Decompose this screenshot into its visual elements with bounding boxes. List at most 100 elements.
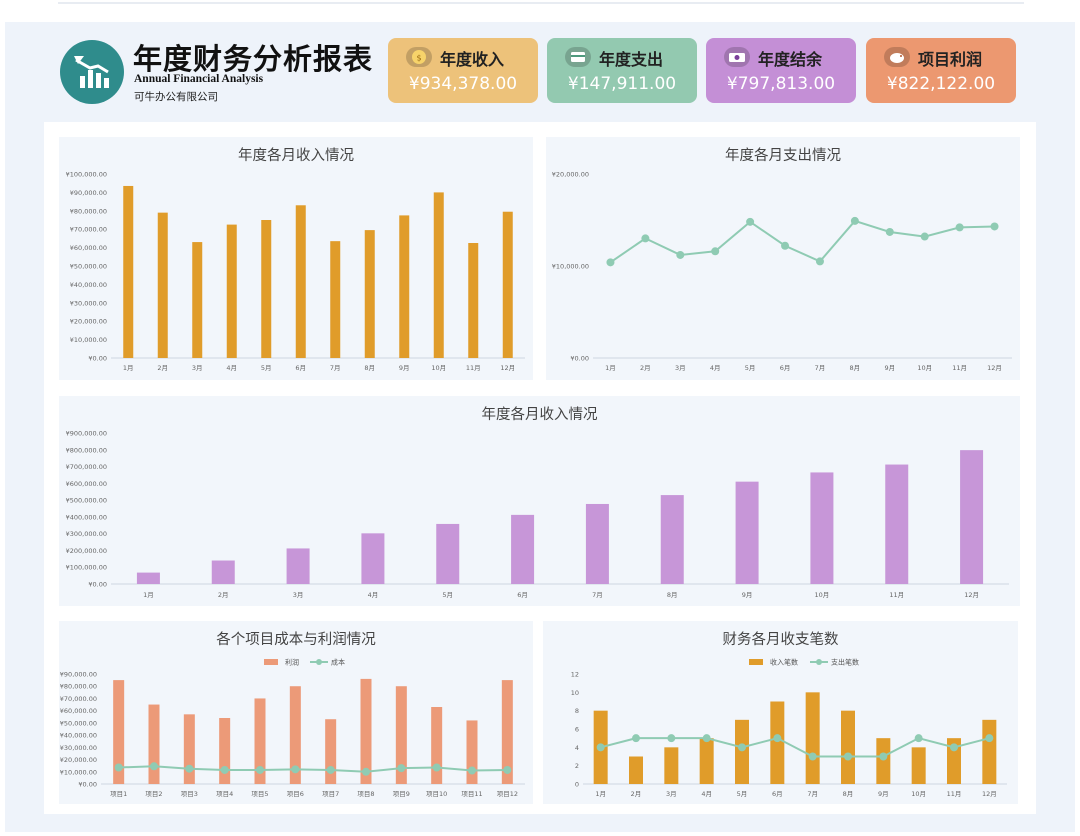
x-tick-label: 项目6 <box>287 790 304 798</box>
x-tick-label: 5月 <box>737 790 748 798</box>
series-line <box>600 737 990 758</box>
line-point <box>596 743 605 752</box>
kpi-value: ¥934,378.00 <box>408 74 518 94</box>
series-line <box>609 219 995 264</box>
bar <box>254 698 266 784</box>
project-cost-profit-panel: 各个项目成本与利润情况 ¥0.00 ¥10,000.00 ¥20,000.00 ¥30… <box>59 621 533 804</box>
line-point <box>632 734 640 743</box>
y-tick-label: ¥900,000.00 <box>66 430 107 438</box>
y-tick-label: ¥700,000.00 <box>66 463 107 471</box>
y-tick-label: ¥600,000.00 <box>66 480 107 488</box>
x-tick-label: 3月 <box>675 364 686 372</box>
line-point <box>985 734 994 743</box>
kpi-card-balance: 年度结余 ¥797,813.00 <box>706 38 856 103</box>
page-title: 年度财务分析报表 <box>133 42 374 76</box>
bar <box>770 701 785 784</box>
x-tick-label: 6月 <box>517 591 528 599</box>
y-tick-label: ¥80,000.00 <box>60 683 97 691</box>
logo <box>60 40 124 104</box>
y-tick-label: ¥40,000.00 <box>60 732 97 740</box>
line-point <box>291 765 300 774</box>
bar <box>148 704 160 784</box>
line-point <box>641 234 650 243</box>
x-tick-label: 12月 <box>982 790 997 798</box>
y-tick-label: ¥20,000.00 <box>60 756 97 764</box>
x-tick-label: 项目10 <box>426 790 447 798</box>
line-point <box>220 765 229 774</box>
bar <box>876 738 891 784</box>
bar <box>502 211 513 358</box>
line-point <box>503 765 512 774</box>
x-tick-label: 12月 <box>987 364 1002 372</box>
chart-title: 年度各月收入情况 <box>238 148 354 164</box>
x-tick-label: 7月 <box>592 591 603 599</box>
card-icon <box>565 47 591 67</box>
y-tick-label: ¥50,000.00 <box>70 263 107 271</box>
x-tick-label: 3月 <box>666 790 677 798</box>
y-tick-label: ¥60,000.00 <box>70 244 107 252</box>
kpi-label: 年度结余 <box>758 50 823 69</box>
bar <box>226 224 237 358</box>
line-point <box>362 767 370 776</box>
x-tick-label: 7月 <box>815 364 826 372</box>
x-tick-label: 5月 <box>745 364 756 372</box>
bar <box>660 495 684 584</box>
line-point <box>667 734 676 743</box>
x-tick-label: 9月 <box>884 364 895 372</box>
bar <box>123 185 134 358</box>
x-tick-label: 8月 <box>667 591 678 599</box>
x-tick-label: 5月 <box>261 364 272 372</box>
monthly-expense-panel: 年度各月支出情况 ¥0.00 ¥10,000.00 ¥20,000.00 1月 2月 3月… <box>546 137 1020 380</box>
legend-swatch <box>749 659 763 665</box>
monthly-expense-chart: ¥0.00 ¥10,000.00 ¥20,000.00 1月 2月 3月 4月 5月 6月 7月 8… <box>552 171 1012 372</box>
bar <box>157 212 168 358</box>
x-tick-label: 项目4 <box>216 790 233 798</box>
y-tick-label: ¥100,000.00 <box>66 564 107 572</box>
line-point <box>955 223 964 232</box>
bar <box>629 756 643 784</box>
x-tick-label: 1月 <box>595 790 606 798</box>
line-point <box>185 764 194 773</box>
x-tick-label: 项目2 <box>145 790 162 798</box>
x-tick-label: 1月 <box>143 591 154 599</box>
y-tick-label: ¥90,000.00 <box>70 189 107 197</box>
bar <box>361 533 385 584</box>
bar <box>136 572 160 584</box>
x-tick-label: 4月 <box>368 591 379 599</box>
line-point <box>702 734 711 743</box>
bar <box>585 503 609 584</box>
kpi-label: 年度收入 <box>440 50 505 69</box>
cash-icon <box>724 47 750 67</box>
x-tick-label: 11月 <box>952 364 967 372</box>
y-tick-label: 2 <box>575 762 579 770</box>
x-tick-label: 项目5 <box>251 790 268 798</box>
legend-label: 利润 <box>285 658 299 667</box>
legend-label: 支出笔数 <box>831 658 859 667</box>
y-tick-label: 12 <box>571 671 579 679</box>
line-point <box>990 222 999 231</box>
line-point <box>256 765 264 774</box>
y-tick-label: ¥10,000.00 <box>552 263 589 271</box>
x-tick-label: 2月 <box>631 790 642 798</box>
kpi-value: ¥147,911.00 <box>567 74 677 94</box>
bar <box>286 548 310 584</box>
x-tick-label: 9月 <box>878 790 889 798</box>
x-tick-label: 11月 <box>889 591 904 599</box>
x-tick-label: 1月 <box>605 364 616 372</box>
line-point <box>850 216 859 225</box>
bar <box>735 719 749 784</box>
bar <box>501 680 513 784</box>
transaction-count-panel: 财务各月收支笔数 0 2 4 6 8 10 12 1月 2月 3月 4月 5月 6月 7月 8月 9月 10月 1… <box>543 621 1018 804</box>
bar <box>330 241 341 358</box>
chart-title: 各个项目成本与利润情况 <box>216 632 376 648</box>
chart-growth-icon <box>74 56 109 88</box>
bar <box>982 719 997 784</box>
x-tick-label: 6月 <box>780 364 791 372</box>
y-tick-label: ¥400,000.00 <box>66 513 107 521</box>
legend-swatch <box>316 659 322 665</box>
line-point <box>773 734 782 743</box>
bar <box>960 450 984 584</box>
x-tick-label: 10月 <box>917 364 932 372</box>
kpi-label: 年度支出 <box>599 50 664 69</box>
bar <box>468 243 479 358</box>
